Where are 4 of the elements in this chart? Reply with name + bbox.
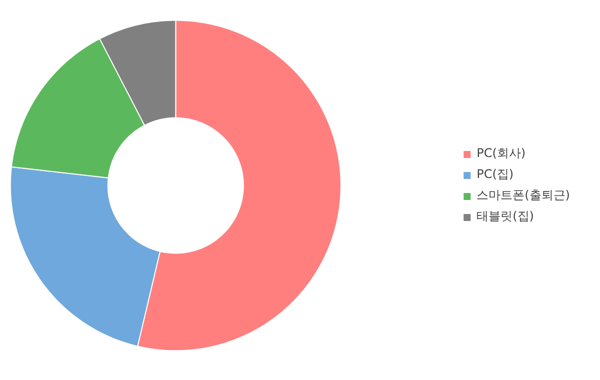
legend-label: 태블릿(집) [476,208,534,225]
legend-label: 스마트폰(출퇴근) [476,187,570,204]
legend-label: PC(집) [476,166,514,183]
legend-label: PC(회사) [476,145,526,162]
